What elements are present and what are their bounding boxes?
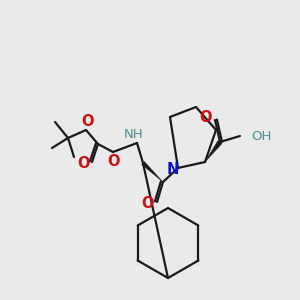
- Text: N: N: [167, 163, 179, 178]
- Text: O: O: [77, 157, 89, 172]
- Text: NH: NH: [124, 128, 144, 142]
- Text: OH: OH: [251, 130, 272, 142]
- Text: O: O: [81, 113, 93, 128]
- Text: O: O: [142, 196, 154, 211]
- Text: O: O: [108, 154, 120, 169]
- Text: O: O: [200, 110, 212, 125]
- Polygon shape: [142, 162, 163, 182]
- Polygon shape: [205, 140, 222, 162]
